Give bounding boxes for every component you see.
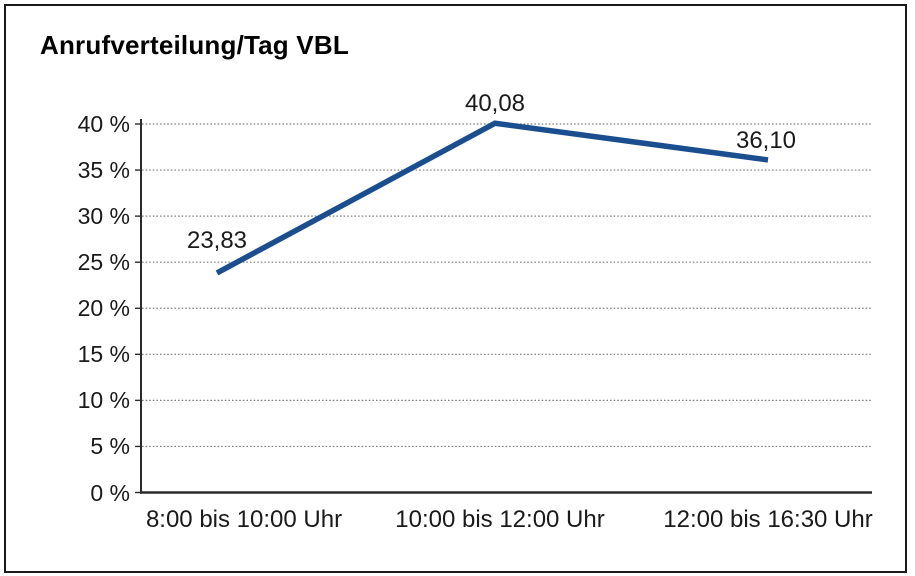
y-axis-labels: 0 % 5 % 10 % 15 % 20 % 25 % 30 % 35 % 40 % bbox=[30, 0, 130, 576]
x-category-label: 8:00 bis 10:00 Uhr bbox=[145, 506, 343, 533]
y-tick-label: 30 % bbox=[77, 203, 130, 230]
chart-border bbox=[4, 4, 907, 573]
data-point-label: 36,10 bbox=[735, 126, 797, 154]
y-tick-label: 15 % bbox=[77, 341, 130, 368]
y-tick-label: 40 % bbox=[77, 111, 130, 137]
series-line bbox=[215, 120, 769, 276]
chart-title: Anrufverteilung/Tag VBL bbox=[40, 30, 349, 60]
y-tick-label: 0 % bbox=[90, 479, 130, 506]
x-category-label: 10:00 bis 12:00 Uhr bbox=[395, 506, 605, 533]
data-point-label: 40,08 bbox=[464, 90, 526, 118]
y-tick-label: 20 % bbox=[77, 295, 130, 322]
x-category-label: 12:00 bis 16:30 Uhr bbox=[663, 506, 873, 533]
data-point-label: 23,83 bbox=[186, 226, 248, 254]
y-tick-label: 5 % bbox=[90, 433, 130, 460]
y-tick-label: 25 % bbox=[77, 249, 130, 276]
y-tick-label: 10 % bbox=[77, 387, 130, 414]
y-tick-label: 35 % bbox=[77, 157, 130, 184]
